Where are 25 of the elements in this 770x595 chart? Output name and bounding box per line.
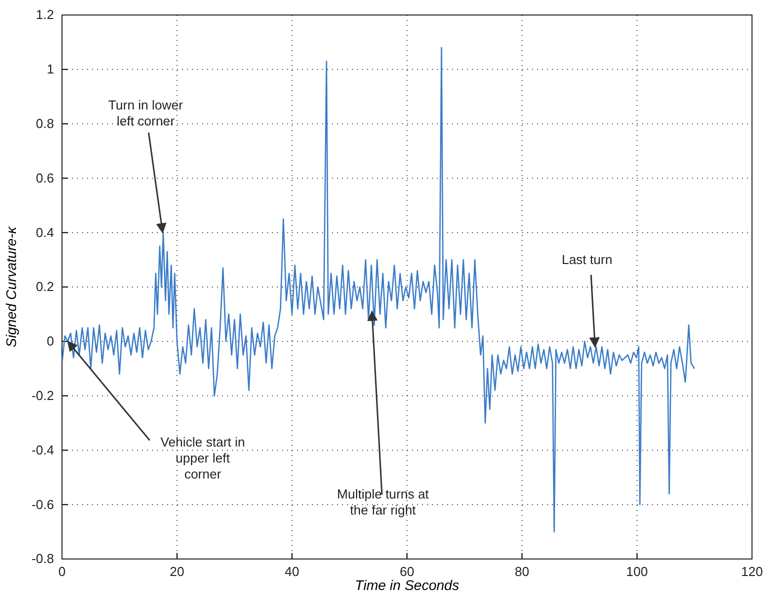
annotation: Turn in lower left corner — [108, 98, 184, 129]
x-tick-label: 100 — [626, 564, 648, 580]
line-series — [62, 46, 696, 532]
y-tick-label: 1.2 — [36, 7, 54, 22]
y-tick-label: -0.8 — [32, 551, 54, 566]
y-tick-label: 0.8 — [36, 116, 54, 131]
y-tick-label: 0.2 — [36, 279, 54, 294]
y-tick-label: 0 — [46, 334, 54, 349]
y-tick-label: 0.4 — [36, 224, 54, 240]
y-tick-label: 0.6 — [36, 170, 54, 186]
x-tick-label: 40 — [284, 564, 300, 580]
y-tick-label: 1 — [46, 62, 54, 77]
y-tick-label: -0.6 — [32, 496, 54, 512]
x-tick-label: 0 — [58, 564, 66, 580]
y-tick-label: -0.4 — [32, 442, 54, 458]
annotation: Vehicle start in upper left corner — [160, 434, 246, 482]
x-tick-label: 80 — [514, 564, 530, 580]
annotation: Last turn — [562, 252, 612, 267]
x-tick-label: 20 — [170, 564, 184, 580]
x-axis-title: Time in Seconds — [354, 577, 460, 593]
y-axis-title: Signed Curvature-κ — [3, 226, 19, 348]
x-tick-label: 60 — [400, 564, 414, 580]
y-tick-label: -0.2 — [32, 388, 54, 403]
x-tick-label: 120 — [741, 564, 763, 580]
annotation: Multiple turns at the far right — [337, 486, 430, 518]
